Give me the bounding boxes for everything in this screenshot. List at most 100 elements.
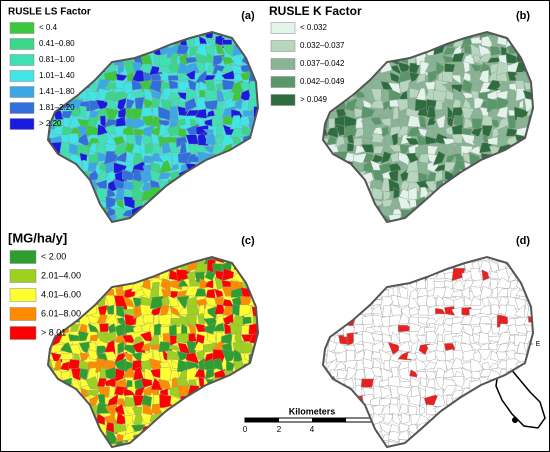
panel-label: (b) — [516, 10, 530, 22]
map-unit — [470, 107, 481, 119]
legend-swatch — [270, 58, 296, 70]
map-unit — [159, 394, 172, 409]
map-unit — [434, 142, 448, 156]
map-unit — [195, 297, 209, 310]
map-unit — [158, 123, 173, 138]
map-unit — [168, 79, 181, 89]
map-unit — [496, 96, 510, 111]
map-unit — [388, 178, 401, 192]
map-unit — [198, 35, 208, 45]
map-unit — [418, 115, 427, 129]
map-unit — [77, 132, 91, 149]
map-unit — [389, 303, 402, 318]
map-unit — [396, 295, 413, 308]
map-unit — [204, 297, 217, 307]
map-unit — [392, 105, 400, 120]
map-unit — [432, 150, 446, 166]
map-unit — [115, 150, 128, 163]
map-unit — [79, 105, 87, 119]
map-unit — [363, 91, 376, 104]
legend-label: > 2.20 — [39, 119, 62, 128]
legend-swatch — [270, 22, 296, 34]
map-unit — [426, 378, 436, 389]
map-unit — [167, 295, 179, 307]
map-unit — [105, 124, 115, 135]
legend-label: 0.042–0.049 — [300, 77, 345, 86]
map-unit — [373, 145, 385, 154]
map-unit — [461, 286, 471, 299]
map-unit — [427, 69, 439, 84]
legend-swatch — [9, 326, 37, 340]
map-unit — [89, 334, 100, 342]
legend-label: < 0.032 — [300, 23, 327, 32]
legend-title: RUSLE LS Factor — [8, 7, 91, 18]
map-unit — [515, 324, 528, 335]
map-unit — [214, 288, 224, 298]
scale-rule — [245, 418, 279, 422]
map-unit — [390, 331, 401, 344]
map-unit — [132, 186, 145, 201]
watershed-outline — [46, 30, 260, 224]
map-unit — [117, 340, 125, 355]
map-unit — [380, 151, 393, 164]
map-unit — [114, 368, 126, 382]
map-unit — [126, 379, 133, 388]
scale-tick-label: 2 — [277, 425, 282, 434]
map-unit — [99, 323, 109, 334]
map-unit — [112, 136, 126, 146]
legend-label: 1.01–1.40 — [39, 71, 75, 80]
map-unit — [424, 135, 437, 145]
map-unit — [212, 54, 225, 67]
map-unit — [215, 42, 226, 55]
map-unit — [496, 331, 512, 346]
map-unit — [143, 155, 154, 164]
map-unit — [134, 117, 146, 130]
map-unit — [224, 96, 235, 111]
map-unit — [106, 187, 116, 198]
map-unit — [159, 304, 170, 318]
map-unit — [195, 108, 208, 119]
map-unit — [434, 169, 443, 185]
map-unit — [496, 288, 509, 298]
map-unit — [433, 163, 446, 172]
map-unit — [186, 366, 198, 382]
map-unit — [491, 286, 498, 299]
map-unit — [433, 125, 447, 137]
map-unit — [157, 313, 173, 326]
map-unit — [407, 115, 422, 128]
map-unit — [238, 304, 252, 318]
map-unit — [400, 412, 411, 425]
map-unit — [215, 124, 223, 138]
map-unit — [417, 127, 428, 138]
watershed-outline — [321, 30, 535, 224]
panel-label: (a) — [241, 10, 255, 22]
legend-label: 2.01–4.00 — [41, 270, 81, 280]
legend-label: < 2.00 — [41, 251, 66, 261]
legend-label: < 0.4 — [39, 23, 58, 32]
legend-swatch — [9, 102, 35, 114]
map-unit — [203, 79, 216, 91]
map-unit — [488, 362, 499, 370]
map-unit — [176, 118, 186, 127]
map-unit — [353, 137, 363, 146]
map-unit — [242, 316, 252, 325]
map-unit — [187, 62, 200, 75]
map-unit — [104, 339, 116, 355]
panel-label: (d) — [516, 235, 530, 247]
watershed-outline — [321, 255, 535, 449]
map-unit — [177, 278, 189, 287]
scale-tick-label: 0 — [243, 425, 248, 434]
map-unit — [235, 98, 244, 110]
map-unit — [416, 161, 428, 175]
watershed-outline — [46, 255, 260, 449]
map-unit — [444, 161, 457, 174]
map-unit — [157, 171, 173, 180]
map-unit — [371, 132, 386, 143]
map-unit — [463, 43, 474, 54]
map-unit — [141, 394, 153, 408]
map-unit — [518, 99, 524, 109]
map-unit — [450, 290, 464, 298]
map-unit — [150, 90, 163, 100]
map-unit — [107, 393, 119, 407]
